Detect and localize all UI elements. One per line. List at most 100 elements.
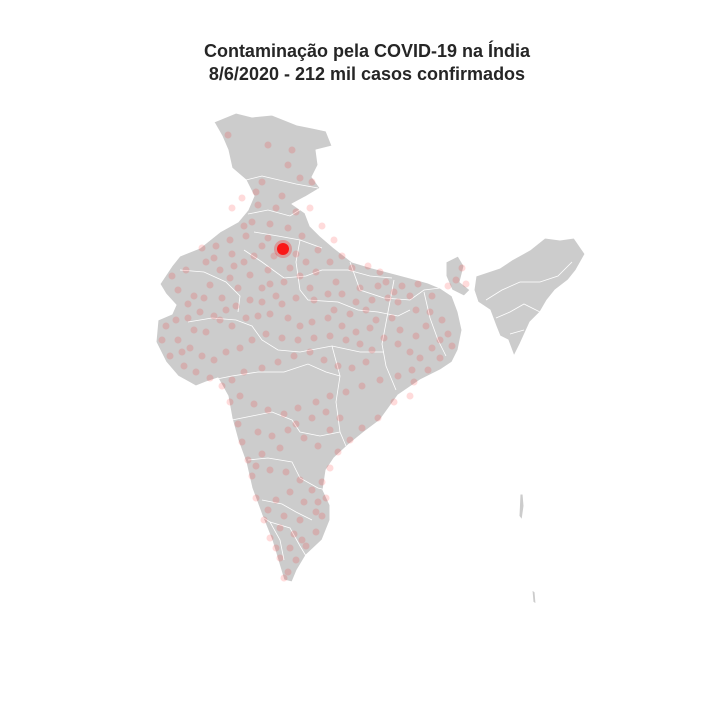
case-marker [206,374,214,382]
case-hotspot-marker [277,243,289,255]
case-marker [410,378,418,386]
case-marker [414,280,422,288]
case-marker [326,392,334,400]
case-marker [306,204,314,212]
case-marker [264,506,272,514]
case-marker [412,332,420,340]
case-marker [226,236,234,244]
case-marker [326,464,334,472]
case-marker [324,314,332,322]
case-marker [292,208,300,216]
case-marker [462,280,470,288]
case-marker [308,414,316,422]
case-marker [228,204,236,212]
case-marker [426,308,434,316]
sikkim-region [445,255,471,297]
case-marker [284,314,292,322]
case-marker [272,204,280,212]
case-marker [424,366,432,374]
case-marker [254,312,262,320]
case-marker [394,298,402,306]
case-marker [406,292,414,300]
case-marker [242,314,250,322]
case-marker [210,356,218,364]
case-marker [322,408,330,416]
case-marker [236,392,244,400]
case-marker [306,348,314,356]
case-marker [162,322,170,330]
case-marker [196,308,204,316]
case-marker [390,398,398,406]
case-marker [182,266,190,274]
case-marker [296,516,304,524]
case-marker [394,340,402,348]
case-marker [296,476,304,484]
case-marker [332,278,340,286]
case-marker [210,312,218,320]
case-marker [438,316,446,324]
case-marker [190,292,198,300]
case-marker [172,316,180,324]
case-marker [348,264,356,272]
case-marker [166,352,174,360]
case-marker [234,284,242,292]
case-marker [276,444,284,452]
case-marker [302,258,310,266]
case-marker [444,330,452,338]
case-marker [302,542,310,550]
case-marker [412,306,420,314]
case-marker [168,272,176,280]
case-marker [282,468,290,476]
case-marker [308,318,316,326]
case-marker [288,146,296,154]
case-marker [330,236,338,244]
case-marker [314,498,322,506]
case-marker [222,306,230,314]
case-marker [228,322,236,330]
case-marker [280,410,288,418]
case-marker [428,344,436,352]
case-marker [314,442,322,450]
case-marker [290,530,298,538]
case-marker [346,436,354,444]
case-marker [174,336,182,344]
map-title-block: Contaminação pela COVID-19 na Índia 8/6/… [0,40,720,86]
case-marker [374,414,382,422]
case-marker [326,332,334,340]
case-marker [382,278,390,286]
case-marker [242,232,250,240]
case-marker [218,294,226,302]
case-marker [270,252,278,260]
case-marker [336,414,344,422]
case-marker [264,141,272,149]
case-marker [266,534,274,542]
case-marker [184,300,192,308]
case-marker [308,486,316,494]
case-marker [240,258,248,266]
case-marker [248,218,256,226]
case-marker [312,508,320,516]
case-marker [368,296,376,304]
case-marker [320,356,328,364]
case-marker [228,376,236,384]
case-marker [254,428,262,436]
case-marker [226,398,234,406]
case-marker [250,252,258,260]
case-marker [286,264,294,272]
case-marker [338,322,346,330]
case-marker [458,264,466,272]
case-marker [436,336,444,344]
case-marker [254,201,262,209]
case-marker [448,342,456,350]
case-marker [346,310,354,318]
case-marker [258,284,266,292]
case-marker [240,368,248,376]
case-marker [352,328,360,336]
case-marker [274,358,282,366]
case-marker [330,306,338,314]
india-northeast [473,237,586,357]
case-marker [396,326,404,334]
case-marker [266,310,274,318]
case-marker [310,334,318,342]
case-marker [374,282,382,290]
